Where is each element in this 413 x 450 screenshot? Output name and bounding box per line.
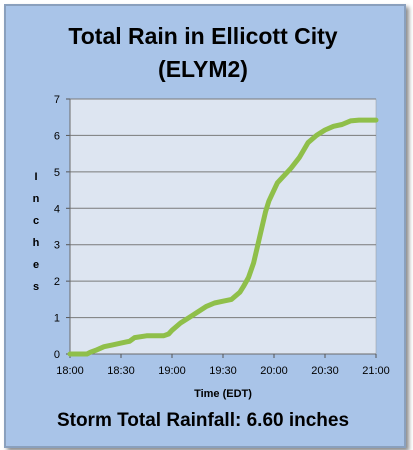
x-tick-label: 18:30 <box>107 365 135 377</box>
chart-title-line-1: Total Rain in Ellicott City <box>68 23 338 49</box>
storm-total-footer: Storm Total Rainfall: 6.60 inches <box>56 410 350 431</box>
y-tick-label: 7 <box>54 94 60 106</box>
y-tick-label: 0 <box>54 349 60 361</box>
y-tick-label: 4 <box>54 203 60 215</box>
y-axis-label-letter: n <box>33 193 40 205</box>
y-axis-label-letter: e <box>33 259 39 271</box>
x-tick-label: 20:00 <box>260 365 288 377</box>
y-tick-label: 2 <box>54 276 60 288</box>
x-tick-label: 18:00 <box>56 365 84 377</box>
y-axis-label-letter: c <box>33 215 39 227</box>
chart-title: Total Rain in Ellicott City (ELYM2) <box>4 20 402 86</box>
y-tick-label: 5 <box>54 167 60 179</box>
chart-title-line-2: (ELYM2) <box>158 56 248 82</box>
y-axis-label-letter: s <box>33 281 39 293</box>
rainfall-series-line <box>67 117 379 357</box>
x-tick-label: 19:00 <box>158 365 186 377</box>
y-tick-label: 6 <box>54 130 60 142</box>
y-axis-label-letter: h <box>33 237 40 249</box>
x-axis-label: Time (EDT) <box>194 388 252 400</box>
x-tick-label: 19:30 <box>209 365 237 377</box>
y-tick-label: 1 <box>54 313 60 325</box>
plot-area <box>69 98 377 355</box>
x-tick-label: 21:00 <box>362 365 390 377</box>
x-tick-label: 20:30 <box>311 365 339 377</box>
y-tick-label: 3 <box>54 240 60 252</box>
y-axis-label-letter: I <box>34 171 37 183</box>
